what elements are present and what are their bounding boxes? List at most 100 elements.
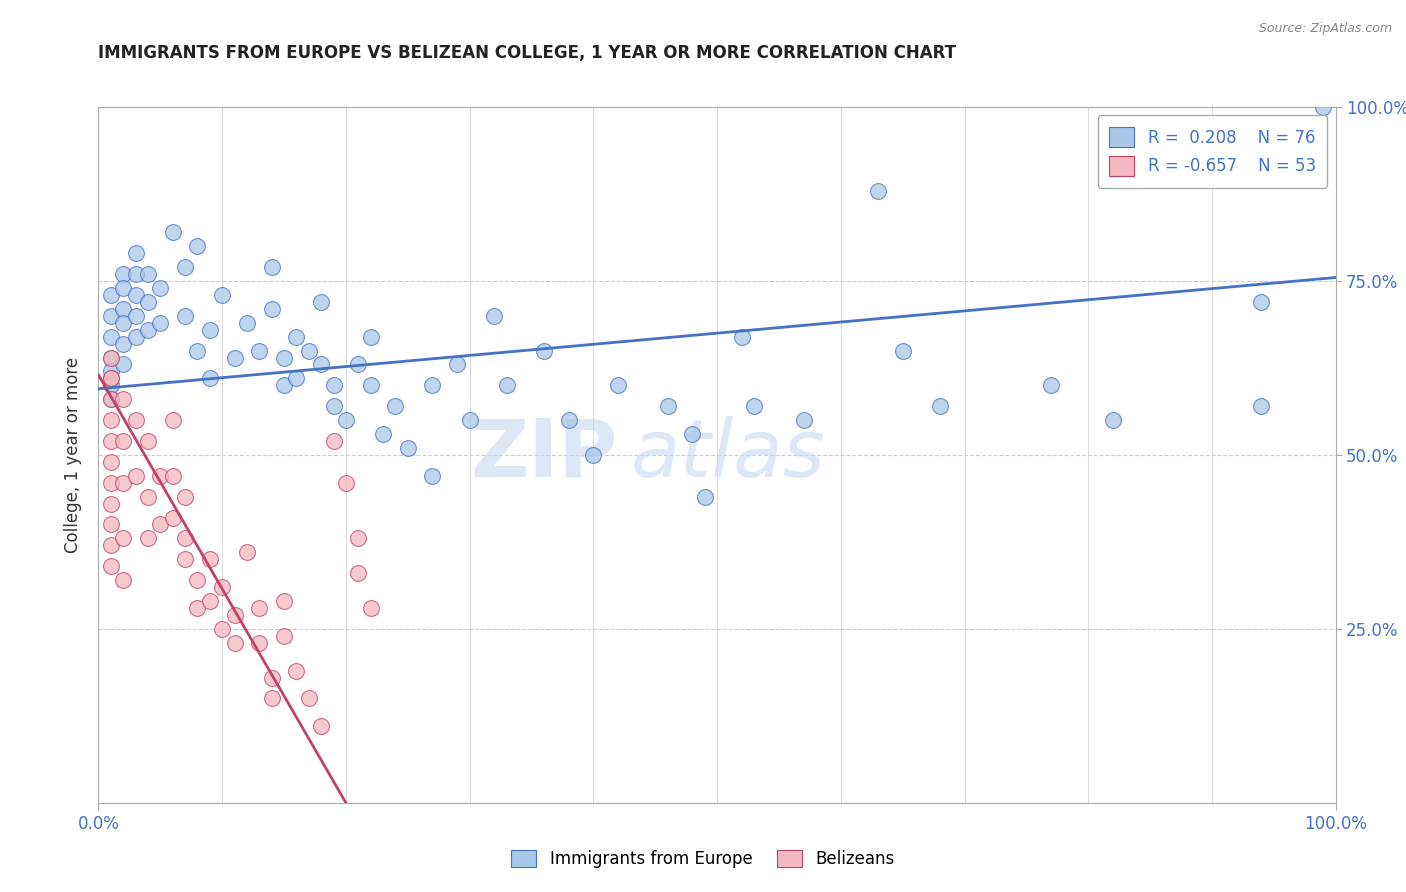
Point	[422, 378, 444, 392]
Point	[557, 413, 579, 427]
Point	[458, 413, 481, 427]
Point	[309, 719, 332, 733]
Point	[100, 392, 122, 407]
Point	[260, 671, 283, 685]
Point	[260, 301, 283, 316]
Point	[224, 351, 246, 365]
Point	[1102, 413, 1125, 427]
Point	[112, 267, 135, 281]
Point	[1312, 100, 1334, 114]
Point	[112, 475, 135, 490]
Point	[100, 475, 122, 490]
Point	[446, 358, 468, 372]
Point	[198, 594, 221, 608]
Point	[100, 351, 122, 365]
Point	[174, 490, 197, 504]
Point	[793, 413, 815, 427]
Point	[112, 392, 135, 407]
Point	[124, 329, 146, 343]
Point	[484, 309, 506, 323]
Point	[742, 399, 765, 413]
Point	[285, 664, 308, 678]
Point	[211, 580, 233, 594]
Legend: Immigrants from Europe, Belizeans: Immigrants from Europe, Belizeans	[505, 843, 901, 875]
Point	[371, 427, 394, 442]
Point	[136, 294, 159, 309]
Point	[100, 309, 122, 323]
Point	[335, 413, 357, 427]
Y-axis label: College, 1 year or more: College, 1 year or more	[65, 357, 83, 553]
Point	[124, 246, 146, 260]
Point	[100, 455, 122, 469]
Point	[100, 364, 122, 378]
Text: atlas: atlas	[630, 416, 825, 494]
Point	[162, 510, 184, 524]
Point	[174, 260, 197, 274]
Point	[693, 490, 716, 504]
Point	[273, 629, 295, 643]
Point	[260, 691, 283, 706]
Point	[186, 343, 208, 358]
Legend: R =  0.208    N = 76, R = -0.657    N = 53: R = 0.208 N = 76, R = -0.657 N = 53	[1098, 115, 1327, 187]
Point	[112, 316, 135, 330]
Point	[186, 573, 208, 587]
Point	[112, 358, 135, 372]
Point	[607, 378, 630, 392]
Point	[260, 260, 283, 274]
Point	[224, 607, 246, 622]
Point	[396, 441, 419, 455]
Point	[174, 309, 197, 323]
Point	[112, 434, 135, 448]
Point	[136, 490, 159, 504]
Point	[174, 552, 197, 566]
Point	[100, 517, 122, 532]
Point	[124, 468, 146, 483]
Point	[198, 371, 221, 385]
Point	[186, 601, 208, 615]
Point	[100, 497, 122, 511]
Point	[866, 184, 889, 198]
Point	[198, 323, 221, 337]
Point	[136, 532, 159, 546]
Point	[162, 225, 184, 239]
Point	[112, 336, 135, 351]
Point	[162, 468, 184, 483]
Point	[273, 351, 295, 365]
Point	[1250, 294, 1272, 309]
Point	[309, 294, 332, 309]
Point	[100, 392, 122, 407]
Point	[211, 288, 233, 302]
Point	[100, 559, 122, 574]
Point	[335, 475, 357, 490]
Point	[149, 468, 172, 483]
Point	[124, 309, 146, 323]
Point	[162, 413, 184, 427]
Point	[149, 316, 172, 330]
Point	[322, 399, 344, 413]
Text: IMMIGRANTS FROM EUROPE VS BELIZEAN COLLEGE, 1 YEAR OR MORE CORRELATION CHART: IMMIGRANTS FROM EUROPE VS BELIZEAN COLLE…	[98, 45, 956, 62]
Point	[100, 378, 122, 392]
Point	[347, 532, 370, 546]
Point	[657, 399, 679, 413]
Point	[149, 517, 172, 532]
Point	[112, 281, 135, 295]
Point	[198, 552, 221, 566]
Point	[1040, 378, 1063, 392]
Point	[236, 545, 259, 559]
Point	[731, 329, 754, 343]
Point	[236, 316, 259, 330]
Point	[136, 267, 159, 281]
Point	[100, 538, 122, 552]
Point	[347, 566, 370, 581]
Point	[298, 343, 321, 358]
Point	[928, 399, 950, 413]
Point	[495, 378, 517, 392]
Point	[891, 343, 914, 358]
Point	[384, 399, 406, 413]
Point	[124, 267, 146, 281]
Point	[360, 601, 382, 615]
Point	[100, 288, 122, 302]
Point	[360, 329, 382, 343]
Point	[149, 281, 172, 295]
Point	[124, 288, 146, 302]
